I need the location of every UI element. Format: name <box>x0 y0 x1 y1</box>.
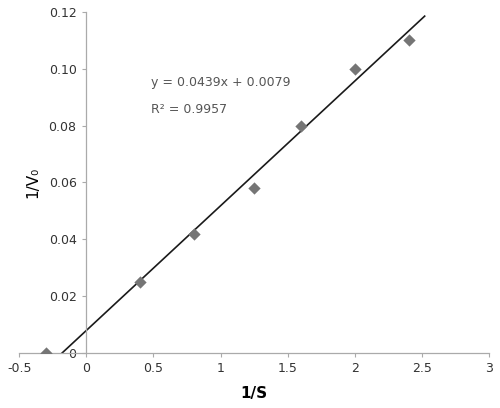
Point <box>250 185 258 191</box>
Point <box>351 66 359 72</box>
Y-axis label: 1/V₀: 1/V₀ <box>26 167 40 198</box>
Point <box>297 122 305 129</box>
Point <box>190 230 198 237</box>
Text: y = 0.0439x + 0.0079: y = 0.0439x + 0.0079 <box>151 75 290 89</box>
Point <box>42 350 50 356</box>
Point <box>136 279 144 285</box>
Point <box>404 37 412 44</box>
Text: R² = 0.9957: R² = 0.9957 <box>151 103 227 115</box>
X-axis label: 1/S: 1/S <box>240 386 268 401</box>
